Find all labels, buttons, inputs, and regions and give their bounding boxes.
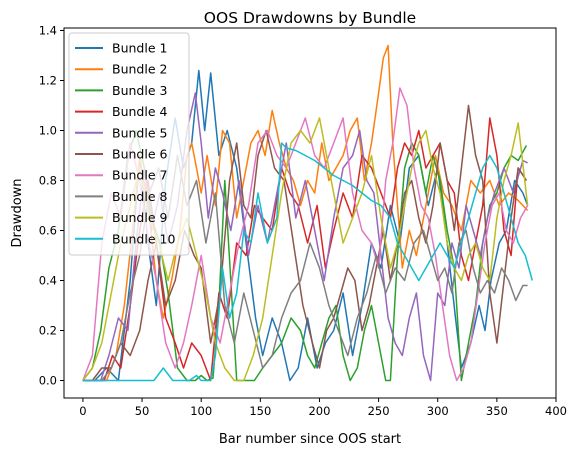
y-tick-label: 1.4 <box>39 24 57 38</box>
legend-label-bundle-4: Bundle 4 <box>112 104 167 119</box>
x-tick-label: 200 <box>308 404 330 418</box>
y-tick-label: 0.8 <box>39 174 57 188</box>
y-tick-label: 0.6 <box>39 224 57 238</box>
x-tick-label: 150 <box>249 404 271 418</box>
series-line-bundle-3 <box>82 129 528 382</box>
series-line-bundle-9 <box>82 117 529 382</box>
x-tick-label: 300 <box>427 404 449 418</box>
series-line-bundle-4 <box>82 117 528 382</box>
legend-label-bundle-9: Bundle 9 <box>112 210 167 225</box>
y-tick-label: 1.0 <box>39 124 57 138</box>
series-line-bundle-7 <box>82 87 529 382</box>
y-tick-label: 0.4 <box>39 274 57 288</box>
legend-label-bundle-8: Bundle 8 <box>112 189 167 204</box>
plot-frame <box>63 27 557 399</box>
legend-label-bundle-10: Bundle 10 <box>112 231 175 246</box>
series-line-bundle-2 <box>82 44 529 382</box>
legend-label-bundle-7: Bundle 7 <box>112 168 167 183</box>
chart-title: OOS Drawdowns by Bundle <box>204 9 416 27</box>
x-tick-label: 0 <box>79 404 86 418</box>
legend-label-bundle-6: Bundle 6 <box>112 147 167 162</box>
x-tick-label: 100 <box>190 404 212 418</box>
x-axis-label: Bar number since OOS start <box>219 432 401 447</box>
x-tick-label: 400 <box>545 404 567 418</box>
x-tick-label: 50 <box>135 404 150 418</box>
series-line-bundle-6 <box>82 104 528 382</box>
legend: Bundle 1 Bundle 2 Bundle 3 Bundle 4 Bundle 5… <box>68 32 190 256</box>
axes-layer: 0 50 100 150 200 250 300 350 400 0.0 0.2 0.4 0.6 0.8 1… <box>39 24 567 419</box>
legend-label-bundle-1: Bundle 1 <box>112 41 167 56</box>
x-tick-label: 350 <box>486 404 508 418</box>
legend-label-bundle-5: Bundle 5 <box>112 125 167 140</box>
series-line-bundle-10 <box>82 142 534 382</box>
legend-label-bundle-2: Bundle 2 <box>112 62 167 77</box>
y-axis-label: Drawdown <box>10 178 25 247</box>
y-tick-label: 1.2 <box>39 74 57 88</box>
y-tick-label: 0.0 <box>39 374 57 388</box>
y-tick-label: 0.2 <box>39 324 57 338</box>
x-tick-label: 250 <box>368 404 390 418</box>
legend-label-bundle-3: Bundle 3 <box>112 83 167 98</box>
legend-box <box>68 32 190 256</box>
